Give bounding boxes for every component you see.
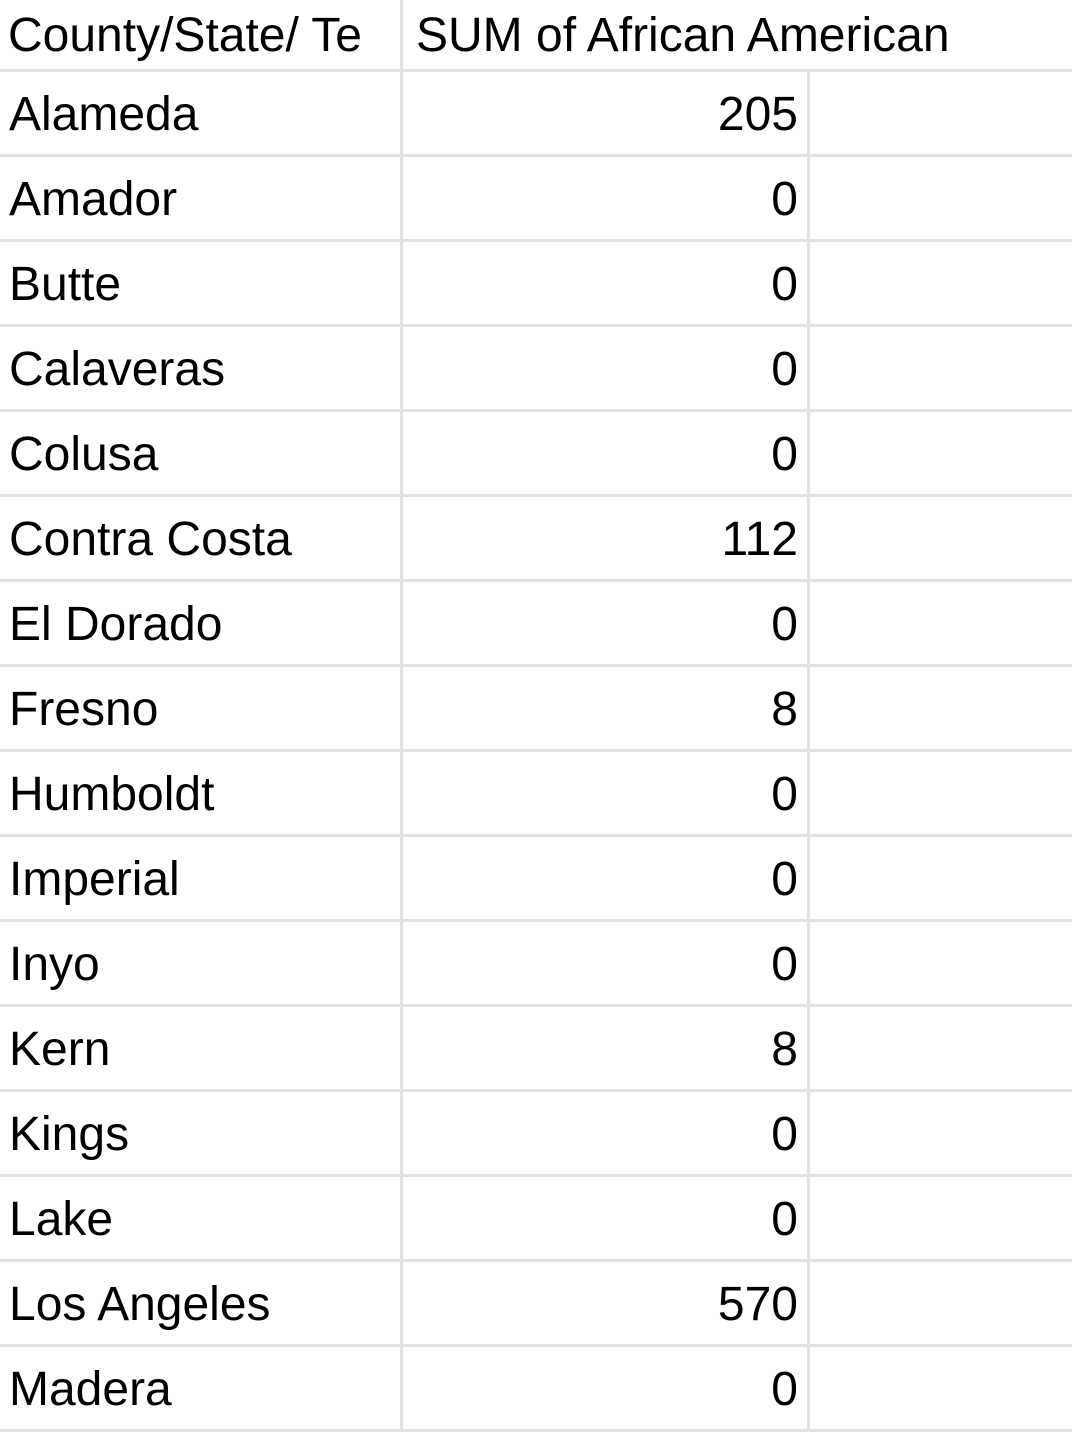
column-divider xyxy=(400,72,403,1430)
sum-value-cell[interactable]: 205 xyxy=(717,88,798,141)
sum-value-cell[interactable]: 0 xyxy=(771,1108,798,1161)
county-cell[interactable]: Calaveras xyxy=(9,343,226,396)
sum-value-cell[interactable]: 0 xyxy=(771,343,798,396)
table-row: Alameda 205 xyxy=(0,72,1072,157)
county-cell[interactable]: Amador xyxy=(9,173,178,226)
county-cell[interactable]: Butte xyxy=(9,258,122,311)
sum-value-cell[interactable]: 8 xyxy=(771,1023,798,1076)
sum-value-cell[interactable]: 8 xyxy=(771,683,798,736)
table-row: El Dorado 0 xyxy=(0,582,1072,667)
table-row: Amador 0 xyxy=(0,157,1072,242)
county-cell[interactable]: Colusa xyxy=(9,428,159,481)
sum-value-cell[interactable]: 0 xyxy=(771,768,798,821)
county-cell[interactable]: El Dorado xyxy=(9,598,223,651)
table-row: Kings 0 xyxy=(0,1092,1072,1177)
county-cell[interactable]: Alameda xyxy=(9,88,199,141)
county-cell[interactable]: Imperial xyxy=(9,853,180,906)
empty-cell[interactable] xyxy=(810,497,1072,579)
table-row: Lake 0 xyxy=(0,1177,1072,1262)
table-row: Kern 8 xyxy=(0,1007,1072,1092)
empty-cell[interactable] xyxy=(810,1007,1072,1089)
table-row: Butte 0 xyxy=(0,242,1072,327)
empty-cell[interactable] xyxy=(810,837,1072,919)
sum-value-cell[interactable]: 0 xyxy=(771,598,798,651)
table-row: Fresno 8 xyxy=(0,667,1072,752)
sum-value-cell[interactable]: 0 xyxy=(771,173,798,226)
sum-value-cell[interactable]: 570 xyxy=(717,1278,798,1331)
empty-cell[interactable] xyxy=(810,1347,1072,1429)
county-cell[interactable]: Madera xyxy=(9,1363,172,1416)
column-divider xyxy=(400,0,403,72)
sum-value-cell[interactable]: 112 xyxy=(721,513,798,566)
empty-cell[interactable] xyxy=(810,327,1072,409)
empty-cell[interactable] xyxy=(810,242,1072,324)
county-cell[interactable]: Kern xyxy=(9,1023,111,1076)
empty-cell[interactable] xyxy=(810,157,1072,239)
table-row: Madera 0 xyxy=(0,1347,1072,1432)
county-cell[interactable]: Contra Costa xyxy=(9,513,292,566)
county-cell[interactable]: Inyo xyxy=(9,938,100,991)
table-row: Calaveras 0 xyxy=(0,327,1072,412)
county-cell[interactable]: Kings xyxy=(9,1108,130,1161)
empty-cell[interactable] xyxy=(810,667,1072,749)
sum-value-cell[interactable]: 0 xyxy=(771,938,798,991)
empty-cell[interactable] xyxy=(810,922,1072,1004)
county-cell[interactable]: Lake xyxy=(9,1193,114,1246)
sum-value-cell[interactable]: 0 xyxy=(771,428,798,481)
empty-cell[interactable] xyxy=(810,1177,1072,1259)
sum-value-cell[interactable]: 0 xyxy=(771,1363,798,1416)
table-row: Colusa 0 xyxy=(0,412,1072,497)
empty-cell[interactable] xyxy=(810,412,1072,494)
county-cell[interactable]: Fresno xyxy=(9,683,159,736)
table-row: Imperial 0 xyxy=(0,837,1072,922)
sum-value-cell[interactable]: 0 xyxy=(771,853,798,906)
header-row: County/State/ Te SUM of African American xyxy=(0,0,1072,72)
empty-cell[interactable] xyxy=(810,582,1072,664)
sum-value-cell[interactable]: 0 xyxy=(771,1193,798,1246)
empty-cell[interactable] xyxy=(810,72,1072,154)
column-divider xyxy=(807,72,810,1430)
header-cell-county[interactable]: County/State/ Te xyxy=(8,9,362,62)
empty-cell[interactable] xyxy=(810,752,1072,834)
table-row: Los Angeles 570 xyxy=(0,1262,1072,1347)
table-row: Contra Costa 112 xyxy=(0,497,1072,582)
header-cell-sum-african-american[interactable]: SUM of African American xyxy=(416,9,950,62)
county-cell[interactable]: Humboldt xyxy=(9,768,215,821)
county-cell[interactable]: Los Angeles xyxy=(9,1278,271,1331)
table-row: Inyo 0 xyxy=(0,922,1072,1007)
sum-value-cell[interactable]: 0 xyxy=(771,258,798,311)
empty-cell[interactable] xyxy=(810,1262,1072,1344)
empty-cell[interactable] xyxy=(810,1092,1072,1174)
table-row: Humboldt 0 xyxy=(0,752,1072,837)
